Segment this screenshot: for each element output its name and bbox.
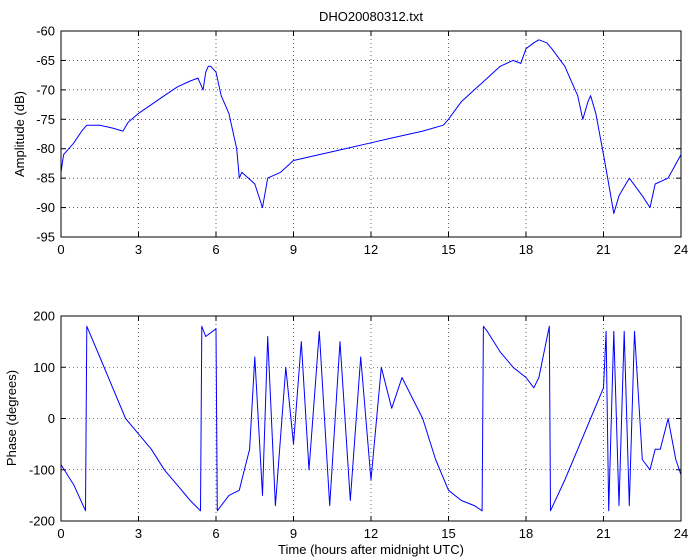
amplitude-xtick-label: 0 <box>57 242 64 257</box>
phase-xtick-label: 12 <box>364 526 378 541</box>
amplitude-axes-frame <box>60 30 682 238</box>
amplitude-axes-background <box>61 31 681 237</box>
amplitude-title: DHO20080312.txt <box>319 9 423 24</box>
phase-xtick-label: 18 <box>519 526 533 541</box>
amplitude-series-line <box>60 39 682 214</box>
amplitude-xtick-label: 18 <box>519 242 533 257</box>
amplitude-ytick-label: -60 <box>36 24 55 39</box>
phase-xtick-label: 24 <box>674 526 688 541</box>
phase-xtick-label: 9 <box>290 526 297 541</box>
amplitude-ytick-label: -95 <box>36 230 55 245</box>
amplitude-panel: DHO20080312.txt Amplitude (dB) 0 3 6 9 12 15 1… <box>12 9 688 257</box>
phase-ytick-label: 200 <box>33 309 55 324</box>
phase-xtick-label: 21 <box>596 526 610 541</box>
amplitude-ytick-label: -70 <box>36 82 55 97</box>
amplitude-xtick-label: 15 <box>441 242 455 257</box>
phase-panel: Phase (degrees) Time (hours after midnig… <box>4 309 688 558</box>
amplitude-xtick-label: 9 <box>290 242 297 257</box>
amplitude-ytick-label: -65 <box>36 53 55 68</box>
amplitude-xtick-label: 12 <box>364 242 378 257</box>
amplitude-xtick-label: 21 <box>596 242 610 257</box>
amplitude-xtick-label: 6 <box>212 242 219 257</box>
phase-ytick-label: -200 <box>29 514 55 529</box>
phase-ytick-label: -100 <box>29 462 55 477</box>
phase-xtick-label: 3 <box>135 526 142 541</box>
amplitude-ytick-label: -75 <box>36 112 55 127</box>
amplitude-ylabel: Amplitude (dB) <box>12 91 27 177</box>
phase-axes-frame <box>60 315 682 522</box>
amplitude-xtick-label: 3 <box>135 242 142 257</box>
phase-xtick-label: 0 <box>57 526 64 541</box>
phase-series-line <box>60 325 682 512</box>
amplitude-ytick-label: -85 <box>36 171 55 186</box>
phase-ylabel: Phase (degrees) <box>4 370 19 466</box>
phase-xlabel: Time (hours after midnight UTC) <box>278 542 464 557</box>
amplitude-ytick-label: -90 <box>36 200 55 215</box>
phase-xtick-label: 15 <box>441 526 455 541</box>
amplitude-ytick-label: -80 <box>36 141 55 156</box>
amplitude-xtick-label: 24 <box>674 242 688 257</box>
phase-ytick-label: 100 <box>33 360 55 375</box>
phase-ytick-label: 0 <box>48 411 55 426</box>
phase-xtick-label: 6 <box>212 526 219 541</box>
